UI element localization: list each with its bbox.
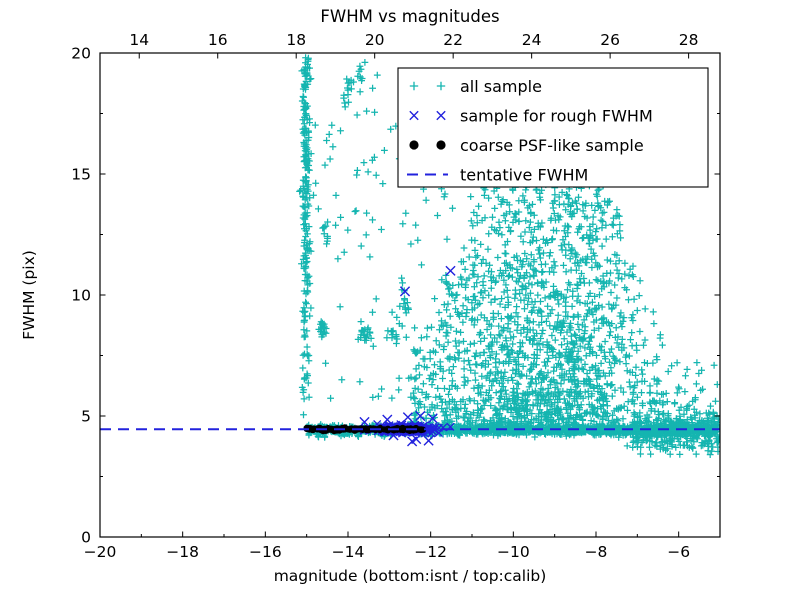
x-top-tick-label: 28 xyxy=(679,31,699,49)
y-axis-label: FWHM (pix) xyxy=(20,250,38,340)
y-tick-label: 10 xyxy=(71,287,91,305)
x-axis-label: magnitude (bottom:isnt / top:calib) xyxy=(274,567,547,585)
x-top-tick-label: 16 xyxy=(208,31,228,49)
page-title: FWHM vs magnitudes xyxy=(320,7,499,26)
axes-ticks-layer xyxy=(99,52,721,538)
y-tick-label: 20 xyxy=(71,45,91,63)
x-top-tick-label: 14 xyxy=(129,31,149,49)
legend-item-label: all sample xyxy=(460,77,542,96)
legend-item[interactable]: sample for rough FWHM xyxy=(409,107,653,126)
x-tick-label: −6 xyxy=(667,543,690,561)
x-tick-label: −8 xyxy=(585,543,608,561)
legend-item[interactable]: coarse PSF-like sample xyxy=(409,136,644,155)
y-tick-label: 5 xyxy=(81,408,91,426)
legend-item-label: tentative FWHM xyxy=(460,166,588,185)
x-tick-label: −10 xyxy=(497,543,530,561)
x-top-tick-label: 26 xyxy=(600,31,620,49)
y-tick-label: 15 xyxy=(71,166,91,184)
axes-labels-layer: −20 −18 −16 −14 −12 −10 −8 −6 14 16 18 20 22 24 26 28 0 5… xyxy=(20,7,698,585)
series-rough-fwhm xyxy=(355,265,456,447)
x-tick-label: −14 xyxy=(332,543,365,561)
x-tick-label: −18 xyxy=(166,543,199,561)
x-top-tick-label: 18 xyxy=(286,31,306,49)
legend-item[interactable]: all sample xyxy=(409,77,542,96)
x-tick-label: −12 xyxy=(414,543,447,561)
x-top-tick-label: 24 xyxy=(522,31,542,49)
legend-box xyxy=(397,67,709,188)
series-all-sample xyxy=(296,54,720,458)
x-tick-label: −20 xyxy=(84,543,117,561)
data-series-layer xyxy=(296,54,720,458)
x-top-tick-label: 20 xyxy=(365,31,385,49)
x-tick-label: −16 xyxy=(249,543,282,561)
x-top-tick-label: 22 xyxy=(443,31,463,49)
legend: all sample sample for rough FWHM coarse PS… xyxy=(397,67,709,188)
legend-item-label: sample for rough FWHM xyxy=(460,107,653,126)
legend-item[interactable]: tentative FWHM xyxy=(407,166,588,185)
y-tick-label: 0 xyxy=(81,529,91,547)
legend-item-label: coarse PSF-like sample xyxy=(460,136,644,155)
